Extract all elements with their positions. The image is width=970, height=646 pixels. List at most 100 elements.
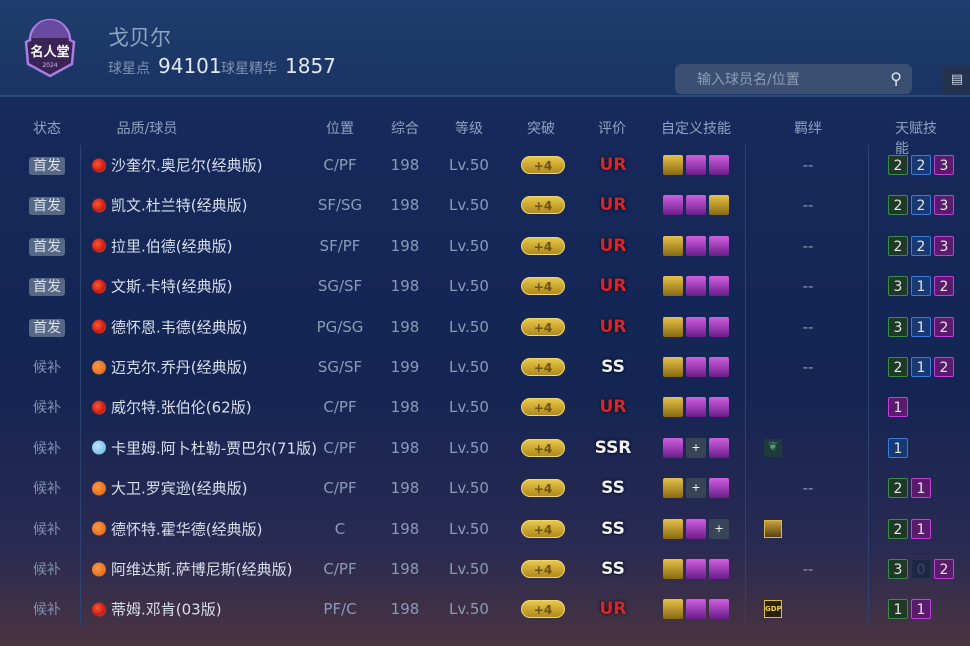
skill-purple-icon[interactable] [686, 316, 706, 337]
divider [868, 145, 869, 626]
skill-purple-icon[interactable] [686, 195, 706, 216]
skill-purple-icon[interactable] [686, 518, 706, 539]
rating: UR [599, 397, 627, 418]
player-cell[interactable]: 卡里姆.阿卜杜勒-贾巴尔(71版) [92, 437, 317, 458]
search-icon[interactable]: ⚲ [890, 69, 902, 88]
skill-plus-icon[interactable]: + [709, 518, 729, 539]
player-cell[interactable]: 大卫.罗宾逊(经典版) [92, 478, 247, 499]
table-row[interactable]: 首发 文斯.卡特(经典版) SG/SF 198 Lv.50 +4 UR -- 3… [0, 266, 970, 306]
skill-purple-icon[interactable] [686, 599, 706, 620]
skill-purple-icon[interactable] [686, 155, 706, 175]
skill-purple-icon[interactable] [709, 357, 729, 377]
skill-plus-icon[interactable]: + [686, 478, 706, 499]
player-name: 凯文.杜兰特(经典版) [111, 196, 248, 215]
skill-purple-icon[interactable] [709, 397, 729, 418]
column-header[interactable]: 自定义技能 [661, 121, 731, 137]
position: C/PF [323, 156, 357, 174]
skill-gold-icon[interactable] [663, 599, 683, 620]
column-header[interactable]: 等级 [455, 121, 483, 137]
bond-trophy-icon[interactable] [764, 519, 782, 538]
column-header[interactable]: 综合 [391, 121, 419, 137]
quality-dot-icon [92, 521, 106, 536]
table-row[interactable]: 候补 阿维达斯.萨博尼斯(经典版) C/PF 198 Lv.50 +4 SS -… [0, 549, 970, 589]
player-cell[interactable]: 德怀特.霍华德(经典版) [92, 518, 262, 539]
skill-purple-icon[interactable] [663, 195, 683, 216]
table-row[interactable]: 候补 卡里姆.阿卜杜勒-贾巴尔(71版) C/PF 198 Lv.50 +4 S… [0, 428, 970, 468]
level: Lv.50 [449, 156, 489, 174]
bond-tree-icon[interactable]: ❦ [764, 438, 782, 457]
player-cell[interactable]: 凯文.杜兰特(经典版) [92, 195, 247, 216]
skill-purple-icon[interactable] [686, 559, 706, 579]
column-header[interactable]: 突破 [527, 121, 555, 137]
bond-empty: -- [802, 196, 814, 215]
skill-gold-icon[interactable] [663, 357, 683, 377]
column-header[interactable]: 位置 [326, 121, 354, 137]
player-cell[interactable]: 威尔特.张伯伦(62版) [92, 397, 252, 418]
filter-button[interactable]: ▤ [942, 66, 970, 94]
player-name: 卡里姆.阿卜杜勒-贾巴尔(71版) [111, 439, 317, 458]
skill-purple-icon[interactable] [709, 478, 729, 499]
skill-purple-icon[interactable] [663, 437, 683, 458]
player-cell[interactable]: 蒂姆.邓肯(03版) [92, 599, 222, 620]
skill-gold-icon[interactable] [663, 316, 683, 337]
rating: SS [601, 518, 625, 539]
table-row[interactable]: 候补 威尔特.张伯伦(62版) C/PF 198 Lv.50 +4 UR 1 [0, 387, 970, 427]
skill-purple-icon[interactable] [686, 235, 706, 256]
table-row[interactable]: 首发 德怀恩.韦德(经典版) PG/SG 198 Lv.50 +4 UR -- … [0, 307, 970, 347]
player-cell[interactable]: 文斯.卡特(经典版) [92, 276, 232, 297]
skill-gold-icon[interactable] [663, 518, 683, 539]
level: Lv.50 [449, 236, 489, 255]
skill-plus-icon[interactable]: + [686, 437, 706, 458]
skill-purple-icon[interactable] [709, 437, 729, 458]
column-header[interactable]: 状态 [33, 121, 61, 137]
position: C/PF [323, 479, 357, 498]
skill-purple-icon[interactable] [686, 397, 706, 418]
player-cell[interactable]: 迈克尔.乔丹(经典版) [92, 357, 247, 378]
table-row[interactable]: 首发 拉里.伯德(经典版) SF/PF 198 Lv.50 +4 UR -- 2… [0, 226, 970, 266]
skill-purple-icon[interactable] [709, 276, 729, 297]
talent-badge: 1 [911, 518, 931, 539]
column-header[interactable]: 羁绊 [794, 121, 822, 137]
skill-purple-icon[interactable] [686, 276, 706, 297]
skill-gold-icon[interactable] [663, 559, 683, 579]
skill-purple-icon[interactable] [709, 155, 729, 175]
breakthrough-badge: +4 [521, 236, 565, 255]
bond-gdp-icon[interactable]: GDP [764, 600, 782, 619]
overall: 198 [390, 519, 420, 538]
status-badge: 首发 [29, 197, 65, 216]
breakthrough-badge: +4 [521, 196, 565, 215]
skill-gold-icon[interactable] [663, 478, 683, 499]
player-cell[interactable]: 拉里.伯德(经典版) [92, 235, 232, 256]
skill-gold-icon[interactable] [663, 235, 683, 256]
player-cell[interactable]: 阿维达斯.萨博尼斯(经典版) [92, 559, 292, 580]
skill-purple-icon[interactable] [709, 599, 729, 620]
skill-gold-icon[interactable] [663, 397, 683, 418]
skill-gold-icon[interactable] [663, 155, 683, 175]
column-header[interactable]: 天赋技能 [895, 121, 937, 157]
breakthrough-badge: +4 [521, 398, 565, 417]
search-input[interactable]: 输入球员名/位置 ⚲ [675, 64, 912, 94]
skill-purple-icon[interactable] [686, 357, 706, 377]
player-cell[interactable]: 德怀恩.韦德(经典版) [92, 316, 247, 337]
column-header[interactable]: 品质/球员 [116, 121, 178, 137]
skill-gold-icon[interactable] [663, 276, 683, 297]
level: Lv.50 [449, 317, 489, 336]
talent-badge: 2 [934, 357, 954, 377]
skill-purple-icon[interactable] [709, 235, 729, 256]
table-row[interactable]: 候补 迈克尔.乔丹(经典版) SG/SF 199 Lv.50 +4 SS -- … [0, 347, 970, 387]
table-row[interactable]: 候补 大卫.罗宾逊(经典版) C/PF 198 Lv.50 +4 SS + --… [0, 468, 970, 508]
skill-purple-icon[interactable] [709, 559, 729, 579]
overall: 198 [390, 479, 420, 498]
skill-purple-icon[interactable] [709, 316, 729, 337]
table-row[interactable]: 首发 沙奎尔.奥尼尔(经典版) C/PF 198 Lv.50 +4 UR -- … [0, 145, 970, 185]
column-header[interactable]: 评价 [598, 121, 626, 137]
player-cell[interactable]: 沙奎尔.奥尼尔(经典版) [92, 155, 262, 176]
table-row[interactable]: 候补 蒂姆.邓肯(03版) PF/C 198 Lv.50 +4 UR GDP 1… [0, 589, 970, 629]
table-row[interactable]: 首发 凯文.杜兰特(经典版) SF/SG 198 Lv.50 +4 UR -- … [0, 185, 970, 225]
level: Lv.50 [449, 519, 489, 538]
skill-gold-icon[interactable] [709, 195, 729, 216]
